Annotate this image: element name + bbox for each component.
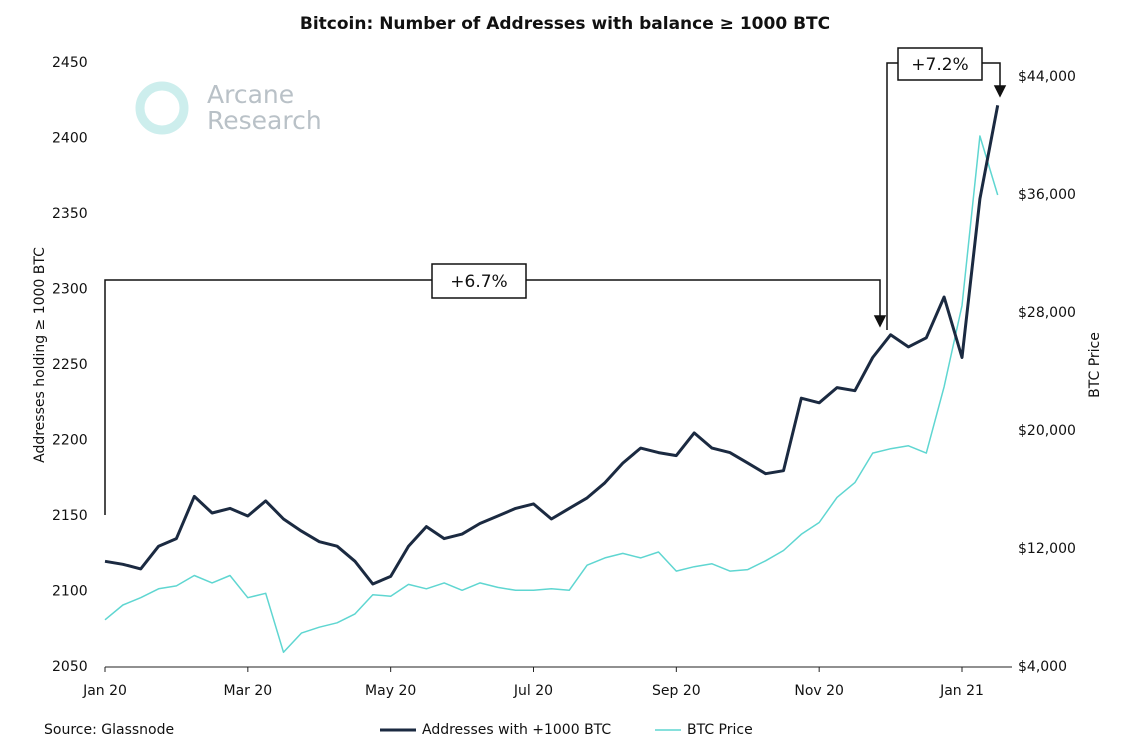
y-tick-label: 2100 xyxy=(52,584,88,600)
y2-tick-label: $28,000 xyxy=(1018,305,1076,321)
y2-tick-label: $12,000 xyxy=(1018,541,1076,557)
y-tick-label: 2200 xyxy=(52,433,88,449)
x-tick-label: Jan 20 xyxy=(82,683,127,699)
bracket xyxy=(886,62,1001,330)
series-line xyxy=(104,105,1000,586)
arrow xyxy=(873,315,887,328)
y-tick-label: 2250 xyxy=(52,357,88,373)
y-tick-label: 2350 xyxy=(52,206,88,222)
watermark-text: Arcane xyxy=(207,80,294,109)
x-tick-label: Nov 20 xyxy=(794,683,844,699)
y-tick-label: 2050 xyxy=(52,659,88,675)
source: Source: Glassnode xyxy=(44,722,174,738)
y-axis-label: Addresses holding ≥ 1000 BTC xyxy=(32,247,48,463)
annotation: +7.2% xyxy=(911,55,968,75)
y-tick-label: 2400 xyxy=(52,131,88,147)
y2-tick-label: $36,000 xyxy=(1018,187,1076,203)
watermark: Arcane Research xyxy=(135,80,322,135)
watermark-text: Research xyxy=(207,106,322,135)
y2-tick-label: $4,000 xyxy=(1018,659,1067,675)
bracket xyxy=(104,279,881,515)
series-line xyxy=(104,135,999,654)
x-tick-label: Jan 21 xyxy=(939,683,984,699)
annotation: +6.7% xyxy=(450,272,507,292)
x-tick-label: Sep 20 xyxy=(652,683,701,699)
x-tick-label: May 20 xyxy=(365,683,416,699)
arrow xyxy=(993,85,1007,98)
y-tick-label: 2150 xyxy=(52,508,88,524)
chart-title: Bitcoin: Number of Addresses with balanc… xyxy=(300,14,830,34)
y2-tick-label: $20,000 xyxy=(1018,423,1076,439)
legend-label: Addresses with +1000 BTC xyxy=(422,722,611,738)
y2-axis-label: BTC Price xyxy=(1087,332,1103,398)
annotation-box xyxy=(897,47,983,81)
y2-tick-label: $44,000 xyxy=(1018,69,1076,85)
y-tick-label: 2300 xyxy=(52,282,88,298)
y-tick-label: 2450 xyxy=(52,55,88,71)
watermark-logo xyxy=(135,81,189,135)
x-tick-label: Jul 20 xyxy=(513,683,553,699)
legend-label: BTC Price xyxy=(687,722,753,738)
x-tick-label: Mar 20 xyxy=(223,683,272,699)
annotation-box xyxy=(431,263,527,299)
annotation-brackets xyxy=(104,47,1007,515)
